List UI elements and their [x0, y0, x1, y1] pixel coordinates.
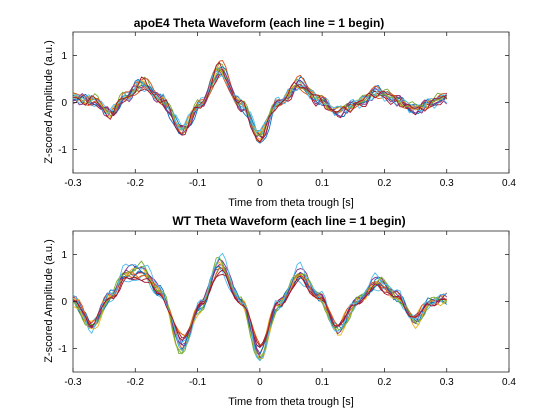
wt-ticks: -0.3 -0.2 -0.1 0 0.1 0.2 0.3 0.4 -1 0 1 [58, 231, 516, 388]
apoe4-ylabel: Z-scored Amplitude (a.u.) [43, 40, 55, 164]
x-tick-label: 0.4 [502, 178, 516, 189]
apoe4-ticks: -0.3 -0.2 -0.1 0 0.1 0.2 0.3 0.4 -1 0 1 [58, 32, 516, 189]
y-tick-label: 0 [61, 98, 67, 109]
waveform-line [72, 267, 448, 346]
waveform-line [72, 258, 448, 358]
wt-xlabel: Time from theta trough [s] [228, 396, 354, 408]
y-tick-label: 1 [61, 51, 67, 62]
y-tick-label: -1 [58, 145, 67, 156]
x-tick-label: -0.2 [127, 178, 145, 189]
x-tick-label: -0.1 [189, 377, 207, 388]
x-tick-label: -0.3 [64, 377, 82, 388]
wt-title: WT Theta Waveform (each line = 1 begin) [172, 214, 405, 228]
x-tick-label: -0.1 [189, 178, 207, 189]
y-tick-label: 1 [61, 250, 67, 261]
x-tick-label: -0.2 [127, 377, 145, 388]
wt-traces [72, 252, 448, 362]
wt-panel: WT Theta Waveform (each line = 1 begin) … [43, 214, 516, 408]
apoe4-axes [72, 31, 510, 174]
waveform-line [72, 269, 447, 348]
apoe4-xlabel: Time from theta trough [s] [228, 197, 354, 209]
x-tick-label: 0.2 [377, 377, 391, 388]
x-tick-label: 0 [257, 377, 263, 388]
x-tick-label: -0.3 [64, 178, 82, 189]
waveform-line [72, 70, 447, 133]
apoe4-panel: apoE4 Theta Waveform (each line = 1 begi… [43, 16, 516, 209]
y-tick-label: 0 [61, 297, 67, 308]
x-tick-label: 0.2 [377, 178, 391, 189]
apoe4-traces [72, 60, 448, 144]
waveform-line [72, 62, 447, 143]
x-tick-label: 0.1 [315, 377, 329, 388]
x-tick-label: 0.1 [315, 178, 329, 189]
x-tick-label: 0.3 [440, 178, 454, 189]
x-tick-label: 0.4 [502, 377, 516, 388]
apoe4-title: apoE4 Theta Waveform (each line = 1 begi… [134, 16, 385, 30]
waveform-line [72, 252, 447, 362]
wt-ylabel: Z-scored Amplitude (a.u.) [43, 239, 55, 363]
x-tick-label: 0.3 [440, 377, 454, 388]
y-tick-label: -1 [58, 344, 67, 355]
x-tick-label: 0 [257, 178, 263, 189]
waveform-line [72, 274, 447, 347]
